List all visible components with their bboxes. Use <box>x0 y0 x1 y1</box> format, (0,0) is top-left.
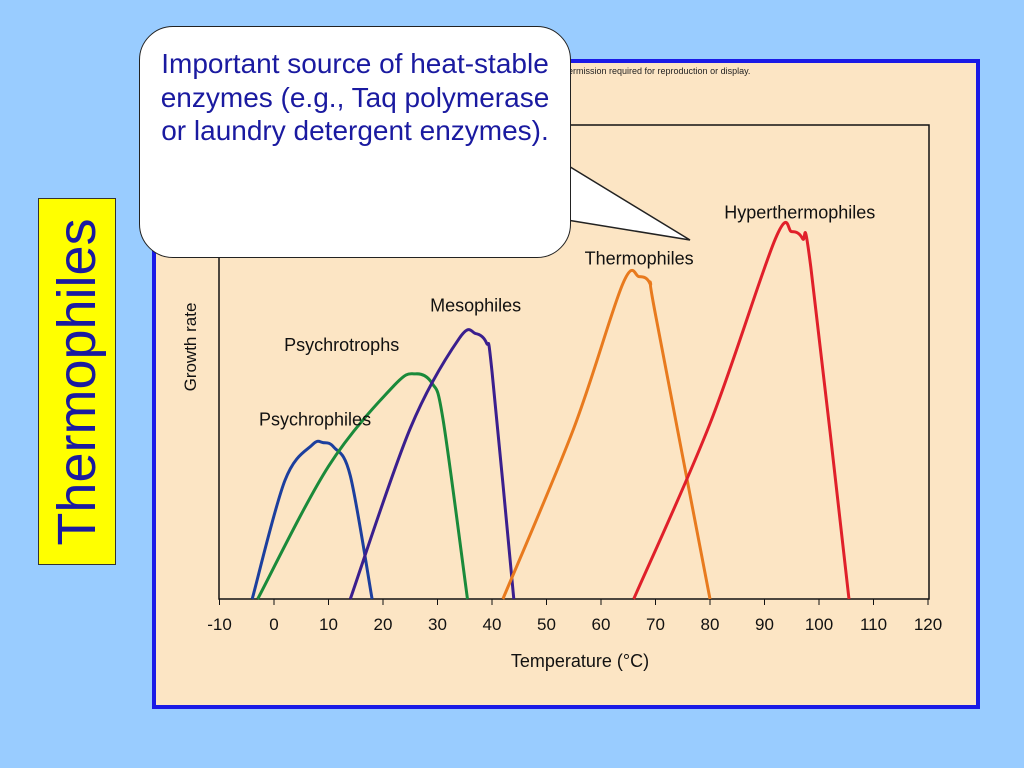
series-label-mesophiles: Mesophiles <box>430 296 521 316</box>
x-tick-label: 120 <box>914 615 942 634</box>
title-box: Thermophiles <box>38 198 116 565</box>
x-tick-label: 30 <box>428 615 447 634</box>
series-line-psychrophiles <box>250 439 374 600</box>
x-tick-label: 0 <box>269 615 278 634</box>
series-label-psychrophiles: Psychrophiles <box>259 410 371 430</box>
series-line-hyperthermophiles <box>632 221 851 600</box>
series-line-psychrotrophs <box>256 372 469 600</box>
plot-frame <box>218 124 930 600</box>
series-label-psychrotrophs: Psychrotrophs <box>284 335 399 355</box>
x-tick-label: 100 <box>805 615 833 634</box>
x-tick-label: 40 <box>483 615 502 634</box>
callout-text: Important source of heat-stable enzymes … <box>160 48 550 147</box>
x-tick-label: -10 <box>207 615 232 634</box>
callout-bubble: Important source of heat-stable enzymes … <box>139 26 571 258</box>
series-label-thermophiles: Thermophiles <box>585 249 694 269</box>
x-tick-label: 110 <box>860 615 887 634</box>
y-axis-label: Growth rate <box>181 303 200 392</box>
x-tick-label: 70 <box>646 615 665 634</box>
x-tick-label: 20 <box>374 615 393 634</box>
series-line-thermophiles <box>501 268 712 600</box>
x-tick-label: 80 <box>701 615 720 634</box>
copyright-notice: ermission required for reproduction or d… <box>568 66 751 76</box>
x-tick-label: 50 <box>537 615 556 634</box>
series-line-mesophiles <box>348 328 516 600</box>
series-label-hyperthermophiles: Hyperthermophiles <box>724 203 875 223</box>
x-tick-label: 90 <box>755 615 774 634</box>
x-tick-label: 60 <box>592 615 611 634</box>
x-axis-label: Temperature (°C) <box>511 651 649 671</box>
x-tick-label: 10 <box>319 615 338 634</box>
